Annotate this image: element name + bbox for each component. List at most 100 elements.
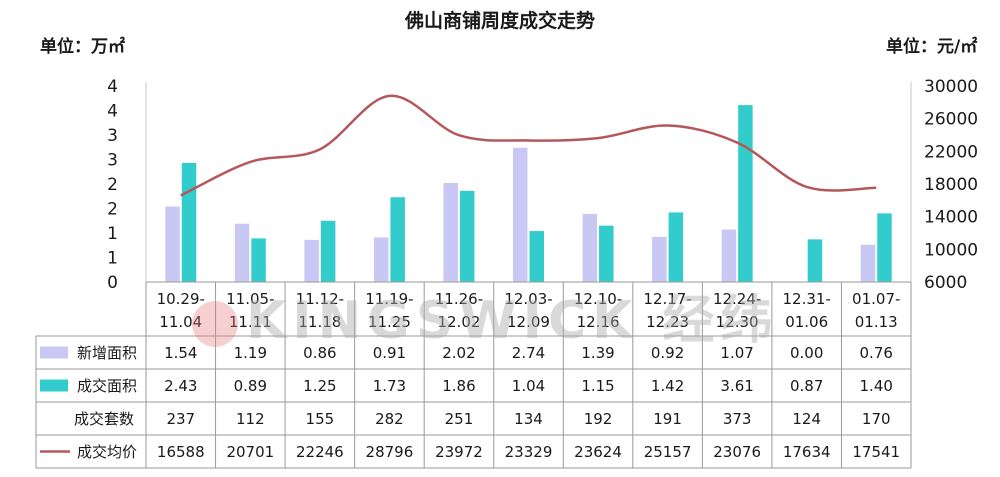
table-cell-value: 23624 <box>574 443 622 461</box>
x-tick-label: 11.04 <box>159 313 202 331</box>
table-cell-value: 192 <box>584 410 613 428</box>
x-tick-label: 12.16 <box>577 313 620 331</box>
table-cell-value: 0.00 <box>790 344 823 362</box>
table-cell-value: 1.73 <box>373 377 406 395</box>
left-tick-label: 2 <box>107 200 118 220</box>
right-tick-label: 6000 <box>924 273 967 293</box>
bar-new-area <box>652 236 667 282</box>
table-cell-value: 1.19 <box>234 344 267 362</box>
left-tick-label: 1 <box>107 249 118 269</box>
bar-deal-area <box>459 190 475 282</box>
left-tick-label: 0 <box>107 273 118 293</box>
x-tick-label: 01.07- <box>852 290 900 308</box>
left-tick-label: 2 <box>107 175 118 195</box>
table-row-label: 新增面积 <box>77 344 137 362</box>
bar-new-area <box>513 147 528 282</box>
bar-new-area <box>234 223 250 282</box>
legend-key-swatch <box>40 379 68 392</box>
watermark-logo: KINGSWICK 经纬 <box>192 278 779 353</box>
table-cell-value: 112 <box>236 410 265 428</box>
x-tick-label: 12.03- <box>504 290 552 308</box>
right-tick-label: 26000 <box>924 110 978 130</box>
table-cell-value: 16588 <box>157 443 205 461</box>
table-cell-value: 0.86 <box>303 344 336 362</box>
bar-deal-area <box>807 239 823 282</box>
x-tick-label: 12.10- <box>574 290 622 308</box>
table-cell-value: 0.91 <box>373 344 406 362</box>
table-cell-value: 1.40 <box>860 377 893 395</box>
bar-deal-area <box>251 238 266 282</box>
x-tick-label: 11.05- <box>226 290 274 308</box>
line-avg-price <box>180 94 877 197</box>
bar-new-area <box>582 213 598 282</box>
x-tick-label: 12.17- <box>643 290 691 308</box>
x-tick-label: 12.02 <box>437 313 480 331</box>
table-cell-value: 191 <box>653 410 682 428</box>
table-cell-value: 1.42 <box>651 377 684 395</box>
table-cell-value: 23329 <box>505 443 553 461</box>
legend-key-swatch <box>40 346 68 359</box>
table-cell-value: 1.07 <box>720 344 753 362</box>
bar-new-area <box>443 183 458 282</box>
table-cell-value: 1.39 <box>581 344 614 362</box>
table-cell-value: 0.76 <box>860 344 893 362</box>
bar-deal-area <box>668 212 684 282</box>
left-tick-label: 4 <box>107 102 118 122</box>
bar-new-area <box>860 244 876 282</box>
table-cell-value: 25157 <box>644 443 692 461</box>
bar-deal-area <box>877 213 892 282</box>
x-tick-label: 12.23 <box>646 313 689 331</box>
table-cell-value: 23076 <box>713 443 761 461</box>
table-cell-value: 22246 <box>296 443 344 461</box>
left-tick-label: 3 <box>107 126 118 146</box>
chart-title: 佛山商铺周度成交走势 <box>404 10 595 32</box>
bar-new-area <box>721 229 737 282</box>
bar-deal-area <box>738 105 753 282</box>
left-axis-unit: 单位：万㎡ <box>40 37 125 57</box>
table-row-label: 成交均价 <box>77 443 137 461</box>
table-cell-value: 1.25 <box>303 377 336 395</box>
x-tick-label: 11.26- <box>435 290 483 308</box>
table-cell-value: 17541 <box>852 443 900 461</box>
x-tick-label: 11.19- <box>365 290 413 308</box>
right-tick-label: 22000 <box>924 142 978 162</box>
x-tick-label: 12.24- <box>713 290 761 308</box>
table-cell-value: 3.61 <box>720 377 753 395</box>
table-row-label: 成交面积 <box>77 377 137 395</box>
left-tick-label: 1 <box>107 224 118 244</box>
table-cell-value: 2.43 <box>164 377 197 395</box>
x-tick-label: 11.12- <box>296 290 344 308</box>
table-cell-value: 170 <box>862 410 891 428</box>
table-cell-value: 2.02 <box>442 344 475 362</box>
x-tick-label: 12.31- <box>783 290 831 308</box>
table-cell-value: 2.74 <box>512 344 545 362</box>
right-axis-unit: 单位：元/㎡ <box>886 37 978 57</box>
table-cell-value: 237 <box>166 410 195 428</box>
table-cell-value: 20701 <box>226 443 274 461</box>
right-tick-label: 10000 <box>924 240 978 260</box>
table-cell-value: 28796 <box>366 443 414 461</box>
x-tick-label: 12.09 <box>507 313 550 331</box>
table-cell-value: 17634 <box>783 443 831 461</box>
bar-deal-area <box>320 220 336 282</box>
x-tick-label: 11.11 <box>229 313 272 331</box>
table-cell-value: 124 <box>792 410 821 428</box>
bar-deal-area <box>529 231 544 282</box>
table-cell-value: 373 <box>723 410 752 428</box>
x-tick-label: 12.30 <box>716 313 759 331</box>
table-cell-value: 1.54 <box>164 344 197 362</box>
left-tick-label: 3 <box>107 151 118 171</box>
bar-deal-area <box>599 225 614 282</box>
bar-new-area <box>373 237 389 282</box>
table-cell-value: 282 <box>375 410 404 428</box>
table-cell-value: 155 <box>306 410 335 428</box>
x-tick-label: 11.25 <box>368 313 411 331</box>
table-cell-value: 251 <box>445 410 474 428</box>
left-tick-label: 4 <box>107 77 118 97</box>
bar-new-area <box>165 206 180 282</box>
x-tick-label: 01.06 <box>785 313 828 331</box>
table-cell-value: 0.87 <box>790 377 823 395</box>
table-cell-value: 1.04 <box>512 377 545 395</box>
table-cell-value: 0.89 <box>234 377 267 395</box>
